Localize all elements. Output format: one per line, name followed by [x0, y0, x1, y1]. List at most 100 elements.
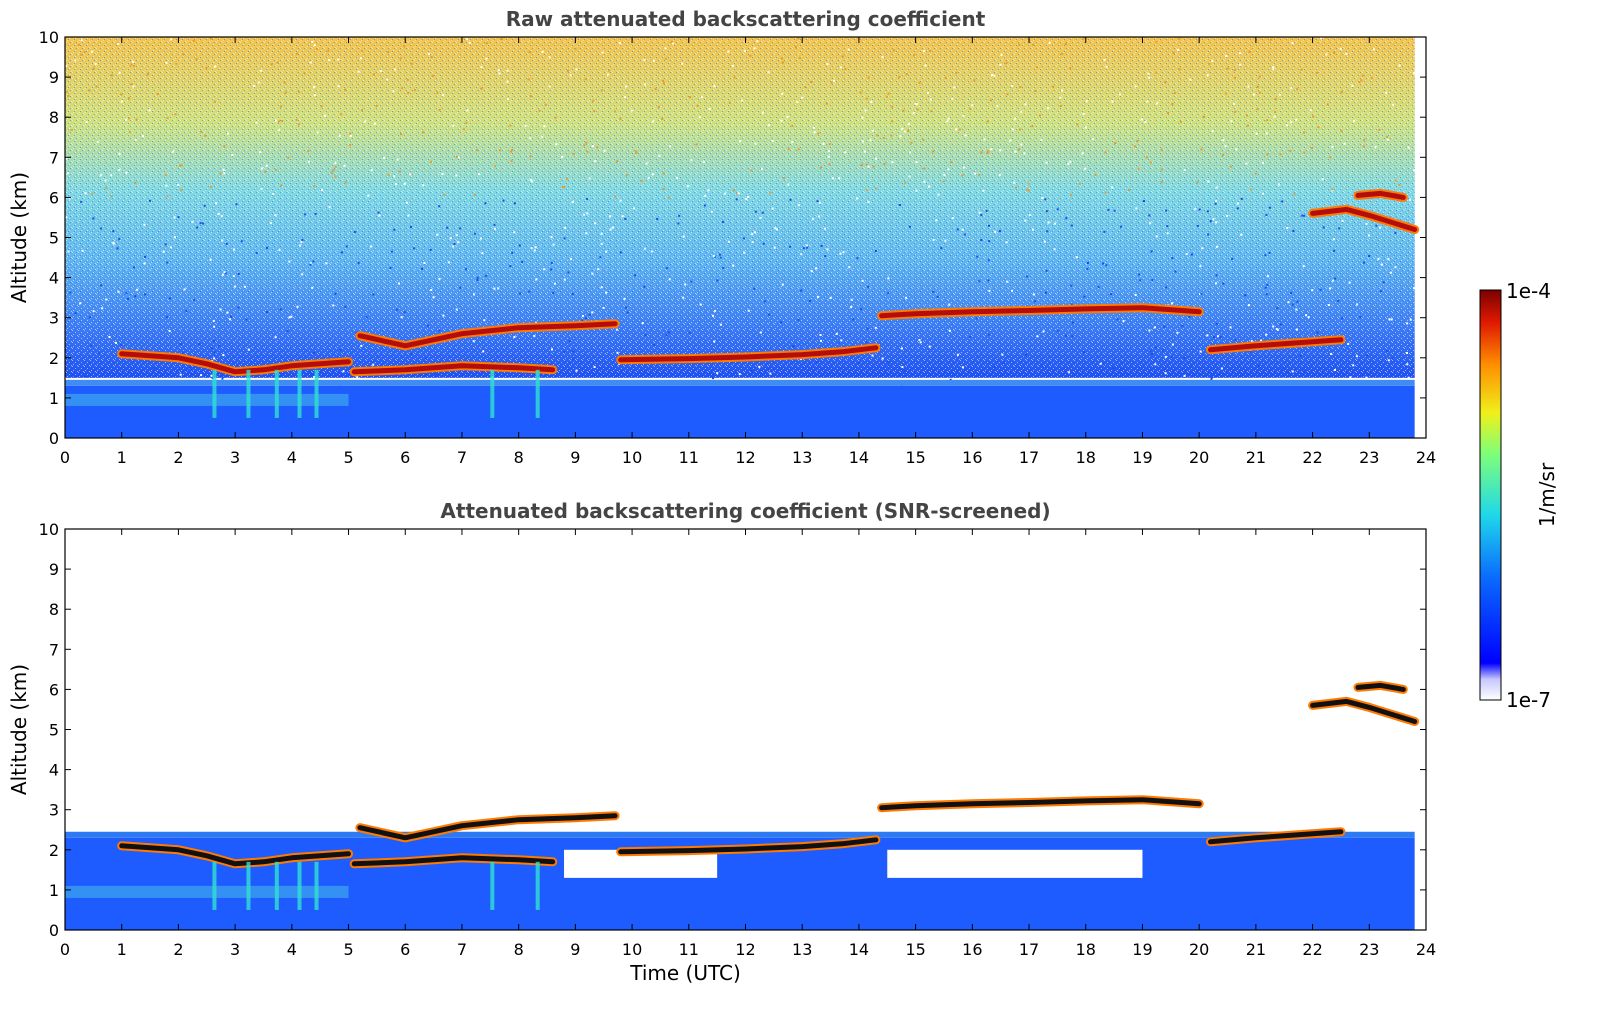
noise-pixel	[926, 91, 929, 94]
x-tick-label: 23	[1359, 940, 1379, 959]
noise-pixel	[615, 328, 618, 331]
noise-pixel	[1268, 251, 1271, 254]
noise-pixel	[797, 148, 800, 151]
noise-pixel	[844, 151, 847, 154]
noise-pixel	[222, 168, 225, 171]
fall-streak	[274, 861, 279, 910]
noise-pixel	[593, 366, 596, 368]
noise-pixel	[771, 207, 774, 210]
noise-pixel	[1240, 233, 1243, 236]
noise-pixel	[1270, 38, 1272, 41]
noise-pixel	[1278, 93, 1281, 96]
noise-pixel	[944, 76, 947, 79]
noise-pixel	[1378, 129, 1381, 131]
noise-pixel	[697, 373, 700, 376]
noise-pixel	[543, 125, 546, 128]
noise-pixel	[867, 285, 870, 288]
noise-pixel	[947, 168, 950, 171]
noise-pixel	[1269, 206, 1271, 209]
noise-pixel	[1264, 254, 1267, 257]
noise-pixel	[996, 105, 999, 108]
panel-screened: Attenuated backscattering coefficient (S…	[7, 499, 1436, 985]
noise-pixel	[406, 78, 409, 81]
noise-pixel	[1290, 292, 1292, 295]
noise-pixel	[325, 262, 328, 265]
noise-pixel	[429, 248, 432, 251]
noise-pixel	[1388, 318, 1391, 321]
noise-pixel	[1363, 138, 1366, 141]
noise-pixel	[1303, 214, 1306, 217]
noise-pixel	[118, 237, 121, 240]
noise-pixel	[1291, 303, 1294, 306]
noise-pixel	[1319, 288, 1322, 291]
noise-pixel	[1217, 335, 1219, 338]
noise-pixel	[956, 228, 959, 231]
noise-pixel	[1358, 81, 1361, 84]
x-tick-label: 6	[400, 448, 410, 467]
noise-pixel	[1028, 214, 1031, 217]
noise-pixel	[180, 189, 182, 192]
noise-pixel	[436, 233, 439, 236]
x-tick-label: 0	[60, 940, 70, 959]
noise-pixel	[1006, 93, 1009, 96]
fall-streak	[297, 369, 302, 418]
noise-pixel	[199, 222, 202, 225]
noise-pixel	[224, 272, 227, 275]
noise-pixel	[309, 262, 312, 265]
noise-pixel	[1234, 110, 1237, 113]
noise-pixel	[1210, 378, 1213, 381]
noise-pixel	[1248, 304, 1251, 306]
noise-pixel	[168, 330, 171, 333]
noise-pixel	[964, 134, 967, 137]
noise-pixel	[1207, 180, 1210, 183]
noise-pixel	[936, 295, 939, 298]
noise-pixel	[600, 232, 603, 235]
noise-pixel	[164, 174, 167, 177]
noise-pixel	[591, 272, 594, 275]
noise-pixel	[776, 228, 778, 231]
noise-pixel	[92, 67, 95, 70]
noise-pixel	[485, 57, 488, 60]
noise-pixel	[383, 157, 386, 160]
noise-pixel	[800, 253, 803, 256]
noise-pixel	[1105, 65, 1108, 68]
noise-pixel	[117, 290, 120, 293]
noise-pixel	[213, 325, 216, 328]
noise-pixel	[1321, 178, 1324, 181]
noise-pixel	[309, 61, 312, 64]
noise-pixel	[1207, 233, 1210, 236]
noise-pixel	[334, 165, 337, 168]
noise-pixel	[1191, 253, 1193, 256]
noise-pixel	[550, 236, 553, 239]
noise-pixel	[1047, 221, 1050, 224]
noise-pixel	[1146, 100, 1149, 103]
noise-pixel	[804, 86, 807, 89]
noise-pixel	[398, 282, 400, 285]
screened-gap	[887, 849, 1143, 878]
noise-pixel	[1327, 304, 1330, 306]
noise-pixel	[1086, 262, 1089, 264]
noise-pixel	[472, 340, 475, 343]
noise-pixel	[1286, 227, 1289, 229]
noise-pixel	[847, 48, 850, 51]
noise-pixel	[1387, 359, 1390, 362]
noise-pixel	[315, 48, 318, 50]
noise-pixel	[210, 185, 213, 188]
noise-pixel	[1164, 355, 1167, 358]
noise-pixel	[1002, 362, 1005, 364]
noise-pixel	[535, 278, 538, 281]
noise-pixel	[373, 73, 376, 76]
noise-pixel	[999, 63, 1002, 66]
noise-pixel	[909, 151, 911, 154]
noise-pixel	[328, 59, 331, 61]
noise-pixel	[890, 134, 893, 137]
noise-pixel	[1279, 153, 1282, 156]
plot-area	[65, 37, 1426, 438]
noise-pixel	[871, 354, 874, 357]
noise-pixel	[1203, 115, 1205, 118]
noise-pixel	[918, 82, 921, 85]
noise-pixel	[1290, 87, 1293, 90]
colorbar-max-label: 1e-4	[1506, 279, 1551, 303]
noise-pixel	[563, 237, 566, 240]
noise-pixel	[475, 149, 478, 151]
